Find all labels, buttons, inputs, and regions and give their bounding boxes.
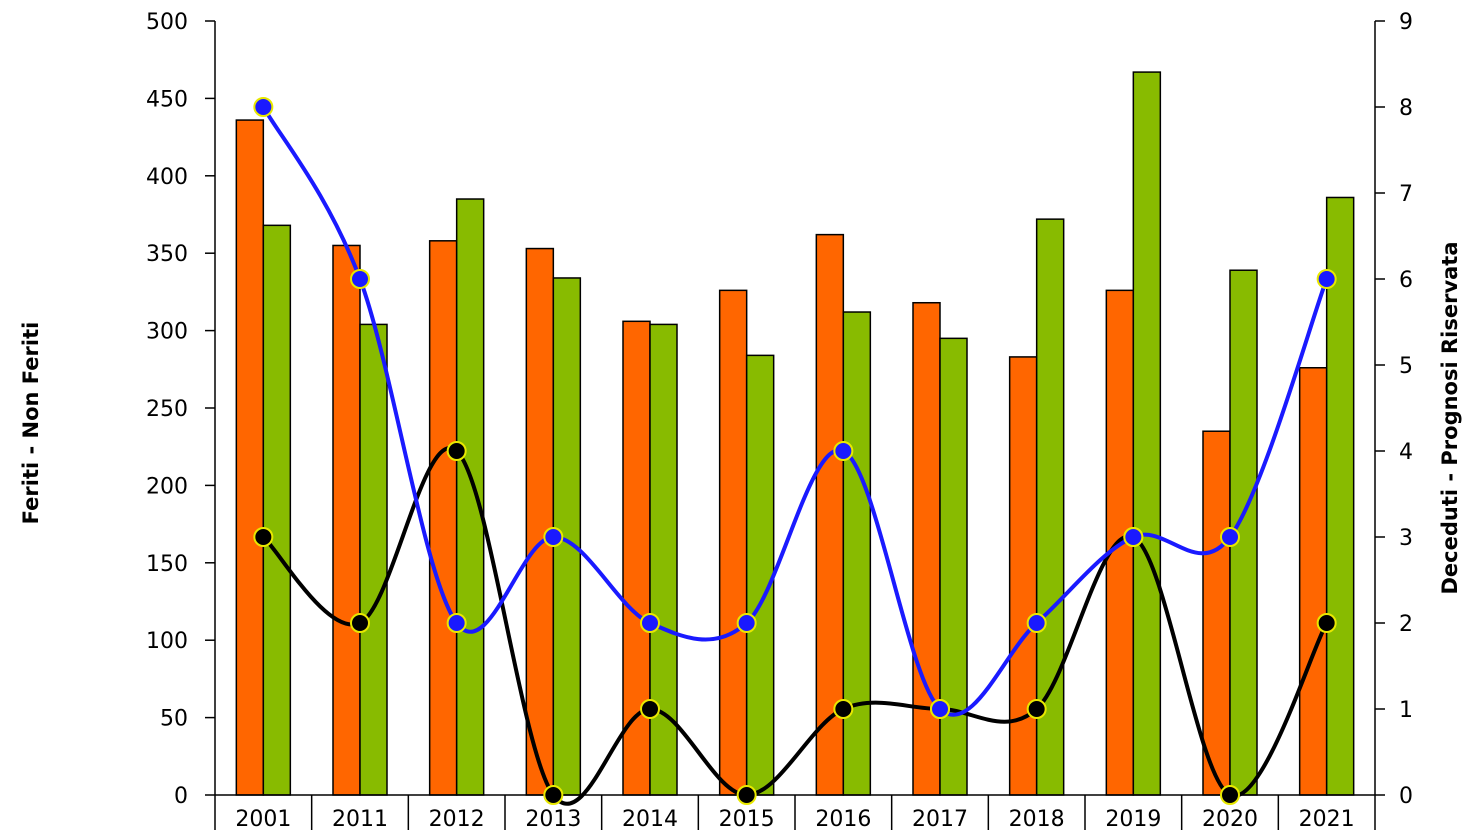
bar-layer (235, 71, 1355, 796)
point-s1-2012 (446, 613, 467, 633)
y2-tick-label: 3 (1399, 526, 1413, 551)
x-tick-label-2019: 2019 (1105, 807, 1161, 830)
bar-s2-2014 (649, 323, 678, 796)
point-s1-2021 (1316, 269, 1337, 289)
bar-s1-2001 (235, 119, 265, 796)
bar-s2-2021 (1325, 196, 1355, 796)
y-tick-label: 450 (146, 87, 188, 112)
bar-s1-2021 (1298, 367, 1328, 796)
point-s1-2014 (640, 613, 660, 633)
x-tick-label-2020: 2020 (1202, 807, 1258, 830)
point-s2-2014 (640, 699, 660, 719)
y2-tick-label: 9 (1399, 10, 1413, 35)
point-s1-2011 (350, 269, 370, 289)
y-tick-label: 100 (146, 629, 188, 654)
x-tick-label-2017: 2017 (912, 807, 968, 830)
point-s2-2021 (1316, 613, 1337, 633)
label-layer: 0 50 100 150 200 250 300 350 400 450 500 0 1 2 3 4 5 6 7 8 9… (146, 10, 1413, 830)
bar-s1-2012 (428, 240, 458, 796)
bar-s1-2015 (718, 289, 748, 796)
y2-tick-label: 2 (1399, 612, 1413, 637)
bar-s2-2019 (1132, 71, 1162, 796)
bar-s2-2011 (359, 323, 388, 796)
marker-layer (253, 97, 1337, 805)
point-s1-2019 (1123, 527, 1144, 547)
y-tick-label: 150 (146, 552, 188, 577)
y-tick-label: 300 (146, 320, 188, 345)
y2-tick-label: 6 (1399, 268, 1413, 293)
y-tick-label: 250 (146, 397, 188, 422)
point-s2-2013 (543, 785, 564, 805)
x-tick-label-2016: 2016 (815, 807, 871, 830)
point-s1-2020 (1220, 527, 1240, 547)
x-tick-label-2012: 2012 (429, 807, 485, 830)
point-s1-2018 (1026, 613, 1047, 633)
point-s2-2018 (1026, 699, 1047, 719)
bar-s2-2015 (745, 354, 775, 796)
x-tick-label-2018: 2018 (1009, 807, 1065, 830)
point-s1-2013 (543, 527, 564, 547)
y2-axis-title: Deceduti - Prognosi Riservata (1438, 241, 1462, 594)
y2-tick-label: 1 (1399, 698, 1413, 723)
bar-s2-2017 (939, 337, 968, 796)
bar-s2-2012 (455, 198, 485, 796)
point-s2-2011 (350, 613, 370, 633)
bar-s1-2020 (1202, 430, 1231, 796)
line-layer (261, 106, 1329, 806)
bar-s2-2016 (842, 311, 872, 796)
x-tick-label-2001: 2001 (235, 807, 291, 830)
y2-tick-label: 0 (1399, 784, 1413, 809)
y2-tick-label: 4 (1399, 440, 1413, 465)
point-s2-2020 (1220, 785, 1240, 805)
point-s1-2017 (930, 699, 950, 719)
y-tick-label: 50 (160, 707, 188, 732)
bar-s1-2011 (332, 244, 361, 796)
axes-layer (205, 20, 1385, 830)
y2-tick-label: 5 (1399, 354, 1413, 379)
point-s1-2015 (736, 613, 757, 633)
line-series-2 (261, 446, 1329, 806)
bar-s1-2013 (525, 247, 555, 796)
bar-s2-2001 (262, 224, 292, 796)
x-tick-label-2013: 2013 (525, 807, 581, 830)
y-tick-label: 500 (146, 10, 188, 35)
x-tick-label-2014: 2014 (622, 807, 678, 830)
x-tick-label-2021: 2021 (1299, 807, 1355, 830)
y-tick-label: 350 (146, 242, 188, 267)
y-axis-title: Feriti - Non Feriti (19, 322, 43, 525)
point-s2-2012 (446, 441, 467, 461)
y-tick-label: 0 (174, 784, 188, 809)
y-tick-label: 400 (146, 165, 188, 190)
line-series-1 (261, 106, 1329, 717)
x-tick-label-2011: 2011 (332, 807, 388, 830)
y-tick-label: 200 (146, 474, 188, 499)
point-s2-2016 (833, 699, 854, 719)
y2-tick-label: 7 (1399, 182, 1413, 207)
bar-s1-2017 (912, 301, 941, 796)
point-s1-2001 (253, 97, 274, 117)
x-tick-label-2015: 2015 (719, 807, 775, 830)
bar-s2-2018 (1035, 218, 1065, 796)
point-s1-2016 (833, 441, 854, 461)
bar-s1-2018 (1008, 356, 1038, 796)
point-s2-2015 (736, 785, 757, 805)
y2-tick-label: 8 (1399, 96, 1413, 121)
point-s2-2001 (253, 527, 274, 547)
